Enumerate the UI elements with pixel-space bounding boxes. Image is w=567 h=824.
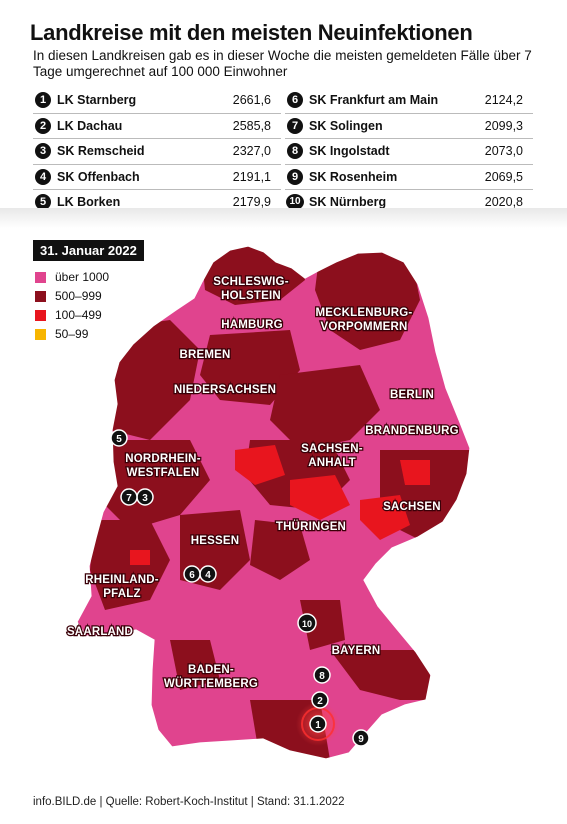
state-label-he: HESSEN xyxy=(191,535,240,547)
ranking-row: 9 SK Rosenheim 2069,5 xyxy=(285,165,533,190)
legend-swatch xyxy=(35,291,46,302)
district-name: SK Rosenheim xyxy=(309,169,398,184)
rank-marker-10: 10 xyxy=(297,613,317,633)
legend-label: 500–999 xyxy=(55,289,102,303)
ranking-row: 2 LK Dachau 2585,8 xyxy=(33,114,281,139)
legend-swatch xyxy=(35,310,46,321)
svg-text:3: 3 xyxy=(142,493,148,504)
ranking-row: 3 SK Remscheid 2327,0 xyxy=(33,139,281,165)
svg-text:9: 9 xyxy=(358,734,364,745)
district-name: LK Borken xyxy=(57,195,121,209)
incidence-value: 2179,9 xyxy=(232,195,271,209)
incidence-value: 2327,0 xyxy=(232,144,271,158)
district-name: SK Remscheid xyxy=(57,144,145,158)
ranking-row: 10 SK Nürnberg 2020,8 xyxy=(285,190,533,215)
rank-marker-6: 6 xyxy=(183,565,201,583)
ranking-column-right: 6 SK Frankfurt am Main 2124,2 7 SK Solingen… xyxy=(285,88,533,215)
legend-label: 50–99 xyxy=(55,327,89,341)
state-label-mv: MECKLENBURG-VORPOMMERN xyxy=(316,307,413,333)
rank-badge: 6 xyxy=(287,92,303,108)
rank-marker-1: 1 xyxy=(309,715,327,733)
legend-label: über 1000 xyxy=(55,270,110,284)
rank-markers: 1 2 3 4 5 6 7 8 9 10 xyxy=(110,429,370,747)
legend-item: 500–999 xyxy=(33,286,144,305)
legend-item: 50–99 xyxy=(33,324,144,343)
rank-marker-9: 9 xyxy=(352,729,370,747)
rank-marker-8: 8 xyxy=(313,666,331,684)
state-label-bb: BRANDENBURG xyxy=(365,425,459,437)
svg-text:8: 8 xyxy=(319,671,325,682)
district-name: SK Solingen xyxy=(309,118,383,133)
rank-marker-3: 3 xyxy=(136,488,154,506)
rank-badge: 7 xyxy=(287,117,303,134)
ranking-row: 1 LK Starnberg 2661,6 xyxy=(33,88,281,114)
legend-item: 100–499 xyxy=(33,305,144,324)
ranking-row: 8 SK Ingolstadt 2073,0 xyxy=(285,139,533,165)
ranking-row: 5 LK Borken 2179,9 xyxy=(33,190,281,215)
legend-item: über 1000 xyxy=(33,267,144,286)
svg-text:6: 6 xyxy=(189,570,195,581)
district-name: SK Ingolstadt xyxy=(309,144,390,158)
incidence-value: 2661,6 xyxy=(232,93,271,107)
incidence-value: 2099,3 xyxy=(484,118,523,133)
legend-label: 100–499 xyxy=(55,308,102,322)
state-label-hh: HAMBURG xyxy=(221,319,282,331)
district-name: SK Nürnberg xyxy=(309,195,387,209)
rank-badge: 3 xyxy=(35,143,51,159)
svg-text:1: 1 xyxy=(315,720,321,731)
state-label-ni: NIEDERSACHSEN xyxy=(174,384,276,396)
svg-text:5: 5 xyxy=(116,434,122,445)
district-name: SK Offenbach xyxy=(57,169,140,184)
legend-date: 31. Januar 2022 xyxy=(33,240,144,261)
state-label-be: BERLIN xyxy=(390,389,434,401)
incidence-value: 2124,2 xyxy=(484,93,523,107)
legend-swatch xyxy=(35,329,46,340)
district-name: SK Frankfurt am Main xyxy=(309,93,439,107)
rank-badge: 1 xyxy=(35,92,51,108)
rank-marker-5: 5 xyxy=(110,429,128,447)
state-label-hb: BREMEN xyxy=(179,349,230,361)
incidence-value: 2191,1 xyxy=(232,169,271,184)
subtitle: In diesen Landkreisen gab es in dieser W… xyxy=(33,48,532,79)
state-label-th: THÜRINGEN xyxy=(276,520,346,533)
rank-marker-2: 2 xyxy=(311,691,329,709)
legend-swatch xyxy=(35,272,46,283)
state-label-nw: NORDRHEIN-WESTFALEN xyxy=(125,453,200,479)
district-name: LK Dachau xyxy=(57,118,123,133)
svg-text:2: 2 xyxy=(317,696,323,707)
district-name: LK Starnberg xyxy=(57,93,137,107)
incidence-value: 2073,0 xyxy=(484,144,523,158)
svg-text:4: 4 xyxy=(205,570,211,581)
rank-marker-4: 4 xyxy=(199,565,217,583)
svg-text:10: 10 xyxy=(302,619,312,629)
incidence-value: 2069,5 xyxy=(484,169,523,184)
state-label-sl: SAARLAND xyxy=(67,626,133,638)
rank-badge: 10 xyxy=(286,194,304,210)
state-label-by: BAYERN xyxy=(332,645,381,657)
incidence-value: 2020,8 xyxy=(484,195,523,209)
page-title: Landkreise mit den meisten Neuinfektione… xyxy=(30,20,473,45)
ranking-column-left: 1 LK Starnberg 2661,6 2 LK Dachau 2585,8 3 SK… xyxy=(33,88,281,215)
rank-marker-7: 7 xyxy=(120,488,138,506)
incidence-value: 2585,8 xyxy=(232,118,271,133)
state-label-bw: BADEN-WÜRTTEMBERG xyxy=(164,664,258,690)
rank-badge: 5 xyxy=(35,194,51,210)
state-label-st: SACHSEN-ANHALT xyxy=(301,443,363,469)
state-label-sn: SACHSEN xyxy=(383,501,441,513)
header-divider-shadow xyxy=(0,208,567,228)
state-label-sh: SCHLESWIG-HOLSTEIN xyxy=(213,276,288,302)
state-label-rp: RHEINLAND-PFALZ xyxy=(85,574,159,600)
ranking-row: 7 SK Solingen 2099,3 xyxy=(285,114,533,139)
ranking-row: 4 SK Offenbach 2191,1 xyxy=(33,165,281,190)
rank-badge: 8 xyxy=(287,143,303,159)
rank-badge: 2 xyxy=(35,117,51,134)
svg-text:7: 7 xyxy=(126,493,132,504)
ranking-row: 6 SK Frankfurt am Main 2124,2 xyxy=(285,88,533,114)
map-legend: 31. Januar 2022 über 1000 500–999 100–49… xyxy=(33,240,144,343)
rank-badge: 4 xyxy=(35,168,51,185)
rank-badge: 9 xyxy=(287,168,303,185)
source-footer: info.BILD.de | Quelle: Robert-Koch-Insti… xyxy=(33,796,345,808)
